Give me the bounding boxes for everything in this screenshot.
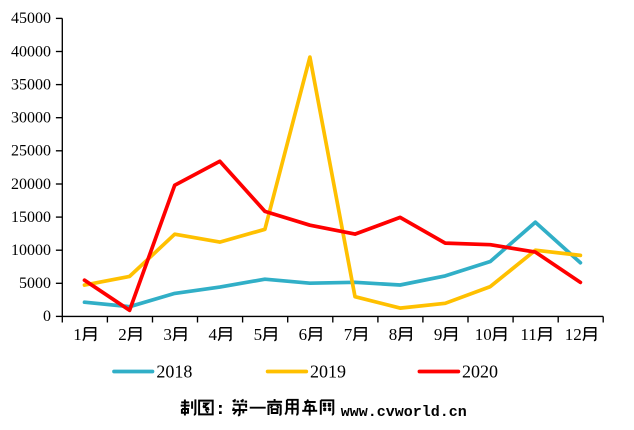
svg-text:1: 1 [73, 325, 82, 344]
svg-text:35000: 35000 [11, 76, 51, 93]
svg-text:2: 2 [118, 325, 127, 344]
svg-text:10: 10 [475, 325, 492, 344]
svg-text:11: 11 [520, 325, 536, 344]
svg-text:12: 12 [565, 325, 582, 344]
svg-text:20000: 20000 [11, 176, 51, 193]
svg-text:25000: 25000 [11, 143, 51, 160]
svg-text:45000: 45000 [11, 10, 51, 27]
svg-text:2019: 2019 [310, 361, 346, 381]
svg-text:2020: 2020 [462, 361, 498, 381]
svg-text:5000: 5000 [19, 275, 51, 292]
svg-text:40000: 40000 [11, 43, 51, 60]
svg-text:10000: 10000 [11, 242, 51, 259]
svg-text:9: 9 [434, 325, 443, 344]
svg-text:2018: 2018 [156, 361, 192, 381]
svg-text:6: 6 [299, 325, 308, 344]
svg-text:3: 3 [163, 325, 172, 344]
svg-text:5: 5 [254, 325, 263, 344]
svg-text:7: 7 [344, 325, 353, 344]
svg-text:www.cvworld.cn: www.cvworld.cn [341, 404, 467, 421]
svg-text:4: 4 [209, 325, 218, 344]
svg-text:15000: 15000 [11, 209, 51, 226]
svg-text:8: 8 [389, 325, 398, 344]
svg-text:0: 0 [43, 308, 51, 325]
svg-text:30000: 30000 [11, 110, 51, 127]
